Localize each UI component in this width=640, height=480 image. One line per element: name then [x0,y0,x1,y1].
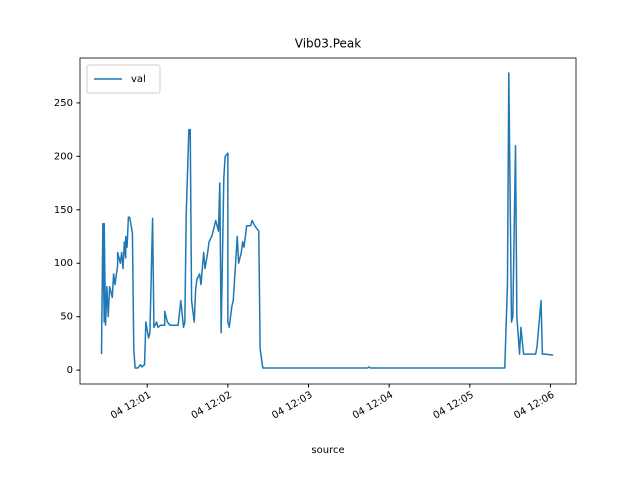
chart-title: Vib03.Peak [295,37,362,51]
y-tick-label: 100 [54,258,73,269]
axes-frame [79,57,577,385]
y-tick-label: 0 [67,365,73,376]
series-line [100,72,554,369]
legend-box [86,64,161,94]
y-tick-label: 50 [60,312,73,323]
y-tick-label: 250 [54,98,73,109]
legend-label: val [131,74,146,85]
x-axis-label: source [311,445,344,456]
y-tick-label: 200 [54,151,73,162]
y-tick-label: 150 [54,205,73,216]
